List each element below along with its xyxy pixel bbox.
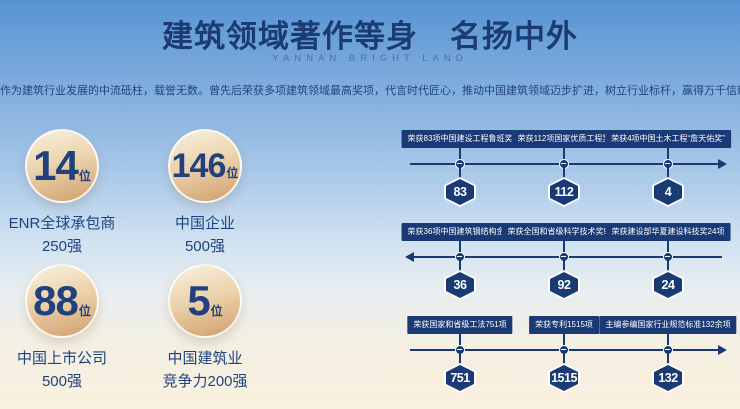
- stat-label-line2: 250强: [41, 238, 82, 255]
- connector: [667, 353, 669, 365]
- connector: [667, 260, 669, 272]
- hexagon-badge: 36: [444, 270, 476, 300]
- award-count: 83: [453, 185, 467, 199]
- arrow-right-icon: [718, 345, 727, 355]
- award-label: 荣获建设部华夏建设科技奖24项: [605, 223, 731, 241]
- award-count: 112: [554, 185, 574, 199]
- award-label: 荣获112项国家优质工程奖: [511, 130, 617, 148]
- connector: [459, 241, 461, 257]
- hexagon-badge: 751: [444, 363, 476, 393]
- connector: [459, 353, 461, 365]
- stat-label-line1: 中国企业: [174, 215, 235, 232]
- connector: [563, 334, 565, 350]
- stat-badge-listed-company: 88 位 中国上市公司 500强: [0, 264, 137, 393]
- hexagon-badge: 83: [444, 177, 476, 207]
- page-subtitle: YANNAN BRIGHT LAND: [272, 53, 468, 64]
- award-label: 荣获专利1515项: [529, 316, 599, 334]
- arrow-right-icon: [718, 159, 727, 169]
- connector: [459, 148, 461, 164]
- stat-number: 146: [171, 147, 227, 185]
- stat-label-line1: ENR全球承包商: [8, 215, 116, 232]
- awards-timeline: 荣获83项中国建设工程鲁班奖 83 荣获112项国家优质工程奖 112 荣获4项…: [400, 126, 737, 409]
- stat-unit: 位: [78, 169, 91, 183]
- connector: [563, 241, 565, 257]
- stat-label: 中国上市公司 500强: [17, 347, 107, 393]
- connector: [563, 148, 565, 164]
- gold-circle: 5 位: [168, 264, 242, 338]
- stat-label: 中国企业 500强: [175, 212, 235, 258]
- award-label: 荣获4项中国土木工程“詹天佑奖”: [605, 130, 731, 148]
- stat-number: 88: [33, 277, 79, 324]
- description-text: 作为建筑行业发展的中流砥柱，载誉无数。曾先后荣获多项建筑领域最高奖项，代言时代匠…: [0, 85, 740, 97]
- stat-unit: 位: [226, 166, 239, 180]
- hexagon-badge: 24: [652, 270, 684, 300]
- stat-label-line2: 500强: [184, 238, 225, 255]
- award-label: 主编参编国家行业规范标准132余项: [599, 316, 737, 334]
- gold-circle: 14 位: [25, 129, 99, 203]
- award-label: 荣获83项中国建设工程鲁班奖: [401, 130, 519, 148]
- page-title: 建筑领域著作等身 名扬中外: [162, 19, 578, 54]
- connector: [563, 167, 565, 179]
- hexagon-badge: 4: [652, 177, 684, 207]
- stat-label: 中国建筑业 竞争力200强: [162, 347, 247, 393]
- award-label: 荣获国家和省级工法751项: [407, 316, 513, 334]
- connector: [459, 260, 461, 272]
- award-label: 荣获36项中国建筑钢结构金奖: [401, 223, 519, 241]
- stat-label-line2: 500强: [41, 373, 82, 390]
- gold-circle: 146 位: [168, 129, 242, 203]
- hexagon-badge: 132: [652, 363, 684, 393]
- gold-circle: 88 位: [25, 264, 99, 338]
- stat-label-line1: 中国上市公司: [16, 350, 107, 367]
- stat-unit: 位: [78, 304, 91, 318]
- stat-badge-china-enterprise: 146 位 中国企业 500强: [130, 129, 280, 258]
- award-count: 132: [658, 371, 678, 385]
- award-count: 751: [450, 371, 470, 385]
- stat-label-line2: 竞争力200强: [162, 373, 248, 390]
- stat-label-line1: 中国建筑业: [167, 350, 243, 367]
- connector: [667, 148, 669, 164]
- arrow-left-icon: [405, 252, 414, 262]
- connector: [667, 241, 669, 257]
- award-count: 36: [453, 278, 467, 292]
- award-count: 92: [557, 278, 571, 292]
- award-count: 1515: [551, 371, 577, 385]
- connector: [459, 334, 461, 350]
- stat-unit: 位: [210, 304, 223, 318]
- stat-number: 5: [187, 277, 210, 324]
- stat-badge-construction-competitiveness: 5 位 中国建筑业 竞争力200强: [130, 264, 280, 393]
- hexagon-badge: 1515: [548, 363, 580, 393]
- connector: [459, 167, 461, 179]
- hexagon-badge: 112: [548, 177, 580, 207]
- timeline-row-1: 荣获83项中国建设工程鲁班奖 83 荣获112项国家优质工程奖 112 荣获4项…: [400, 130, 734, 212]
- award-count: 4: [664, 185, 672, 199]
- connector: [667, 334, 669, 350]
- stat-number: 14: [33, 142, 79, 189]
- timeline-row-2: 荣获36项中国建筑钢结构金奖 36 荣获全国和省级科学技术奖92项 92 荣获建…: [400, 223, 734, 305]
- connector: [563, 353, 565, 365]
- timeline-row-3: 荣获国家和省级工法751项 751 荣获专利1515项 1515 主编参编国家行…: [400, 316, 737, 398]
- connector: [667, 167, 669, 179]
- stat-badge-enr: 14 位 ENR全球承包商 250强: [0, 129, 137, 258]
- award-count: 24: [661, 278, 675, 292]
- award-label: 荣获全国和省级科学技术奖92项: [501, 223, 627, 241]
- stat-label: ENR全球承包商 250强: [9, 212, 116, 258]
- connector: [563, 260, 565, 272]
- hexagon-badge: 92: [548, 270, 580, 300]
